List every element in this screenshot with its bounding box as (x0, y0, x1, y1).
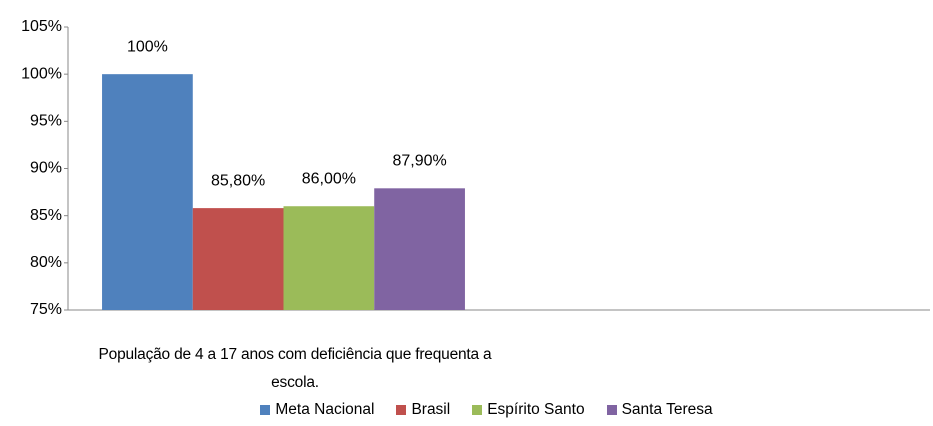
y-tick-label: 105% (21, 18, 62, 35)
y-tick-label: 95% (30, 113, 62, 130)
y-tick-label: 75% (30, 301, 62, 318)
bar (192, 208, 284, 310)
bar (283, 206, 375, 310)
legend-item: Espírito Santo (472, 401, 585, 419)
legend-swatch (606, 405, 617, 415)
legend-label: Meta Nacional (275, 401, 375, 418)
legend-swatch (396, 405, 407, 415)
legend: Meta Nacional Brasil Espírito Santo Santa T… (20, 401, 933, 419)
data-label: 86,00% (302, 170, 356, 187)
bar (102, 74, 193, 311)
legend-item: Brasil (396, 401, 450, 419)
y-tick-label: 90% (30, 160, 62, 177)
legend-swatch (260, 405, 271, 415)
y-tick-label: 85% (30, 207, 62, 224)
legend-label: Brasil (411, 401, 451, 418)
data-label: 85,80% (211, 172, 265, 189)
x-tick-label: População de 4 a 17 anos com deficiência… (98, 346, 492, 391)
legend-label: Santa Teresa (621, 401, 713, 418)
data-label: 87,90% (392, 153, 446, 170)
y-tick-label: 100% (21, 65, 62, 82)
legend-item: Meta Nacional (260, 401, 374, 419)
legend-label: Espírito Santo (487, 401, 585, 418)
bar (374, 188, 465, 310)
legend-swatch (472, 405, 483, 415)
data-label: 100% (127, 38, 168, 55)
legend-item: Santa Teresa (606, 401, 713, 419)
y-tick-label: 80% (30, 254, 62, 271)
